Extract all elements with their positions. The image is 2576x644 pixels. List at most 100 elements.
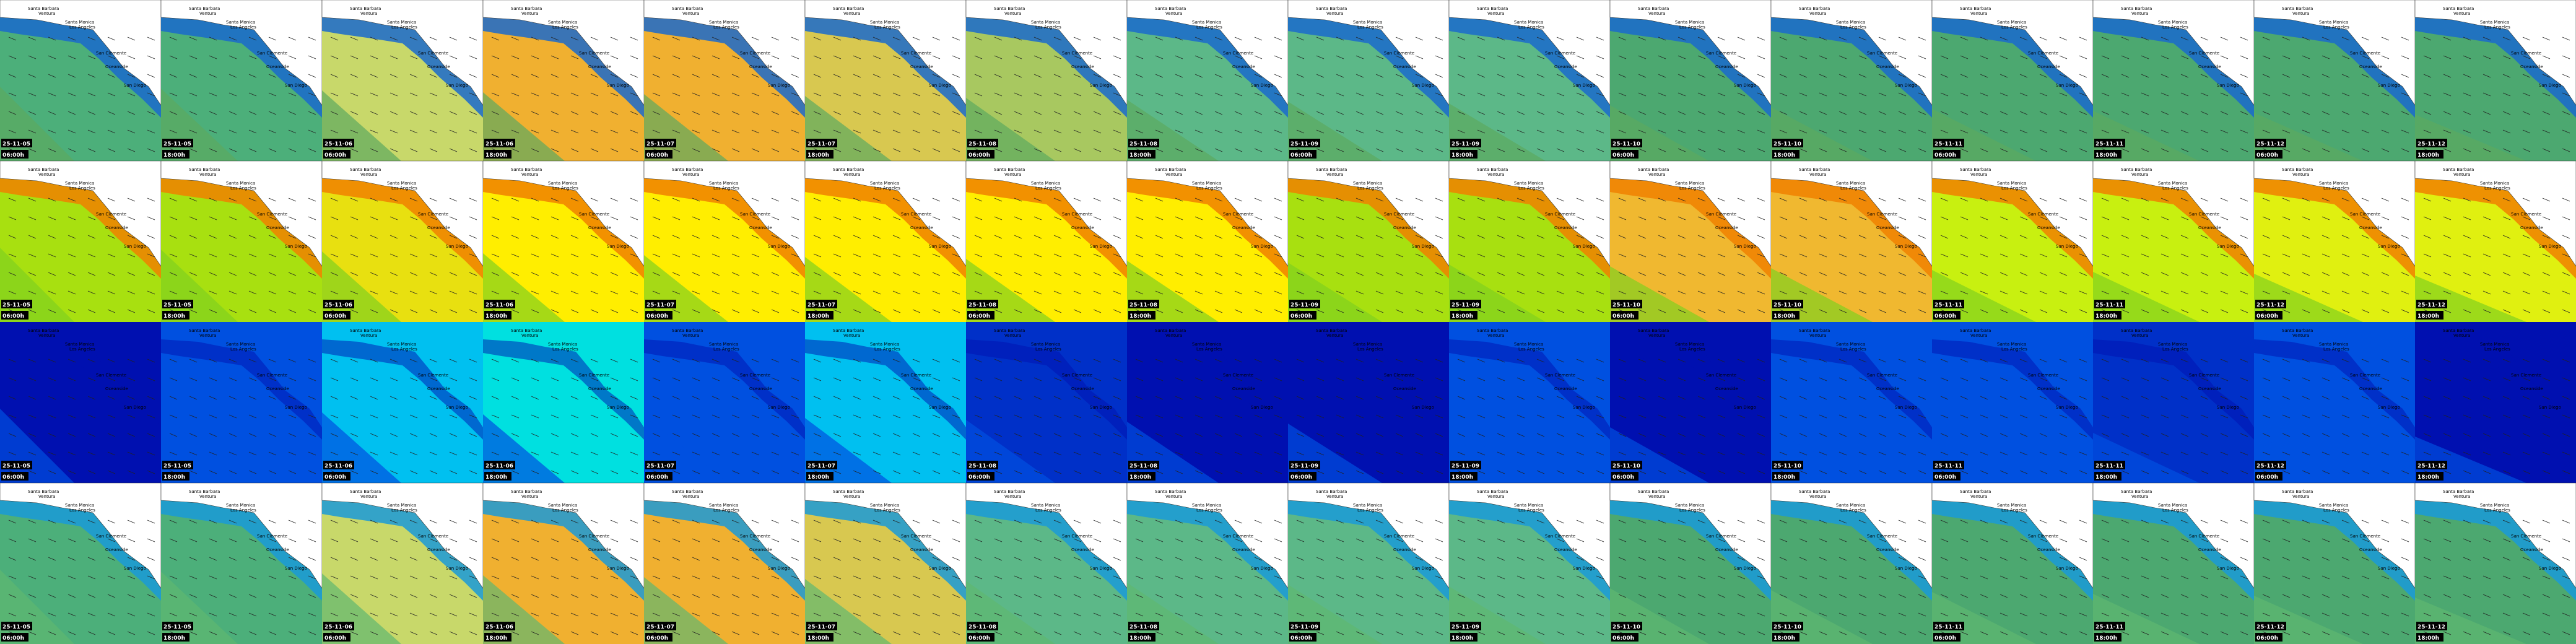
wind-arrow bbox=[1395, 111, 1404, 115]
place-label: Santa Barbara bbox=[672, 167, 703, 172]
wind-arrow bbox=[1576, 538, 1585, 542]
wind-arrow bbox=[1316, 538, 1325, 542]
wind-arrow bbox=[974, 451, 983, 456]
wind-arrow bbox=[590, 557, 599, 561]
wind-arrow bbox=[8, 74, 17, 78]
wind-arrow bbox=[409, 414, 418, 419]
wind-arrow bbox=[2381, 148, 2390, 152]
wind-arrow bbox=[1999, 377, 2008, 381]
place-label: Oceanside bbox=[105, 64, 128, 69]
place-label: San Diego bbox=[285, 244, 307, 249]
wind-arrow bbox=[1497, 198, 1505, 202]
wind-arrow bbox=[2262, 557, 2271, 561]
place-label: Oceanside bbox=[2037, 225, 2060, 230]
place-label: Oceanside bbox=[1393, 225, 1416, 230]
wind-arrow bbox=[469, 37, 477, 41]
wind-arrow bbox=[1477, 396, 1486, 400]
wind-arrow bbox=[1254, 216, 1263, 220]
wind-arrow bbox=[994, 594, 1003, 598]
wind-arrow bbox=[630, 272, 638, 276]
wind-arrow bbox=[652, 129, 661, 134]
wind-arrow bbox=[67, 612, 76, 617]
wind-arrow bbox=[1536, 111, 1545, 115]
wind-arrow bbox=[1234, 272, 1243, 276]
wind-arrow bbox=[248, 55, 257, 59]
wind-arrow bbox=[511, 253, 520, 258]
wind-arrow bbox=[1155, 272, 1164, 276]
wind-arrow bbox=[2562, 396, 2570, 400]
wind-arrow bbox=[248, 359, 257, 363]
wind-arrow bbox=[511, 433, 520, 437]
wind-arrow bbox=[2341, 414, 2350, 419]
wind-arrow bbox=[652, 216, 661, 220]
place-label: Santa Monica bbox=[1192, 20, 1221, 25]
wind-arrow bbox=[2141, 129, 2149, 134]
coastal-zone bbox=[1127, 500, 1288, 601]
wind-arrow bbox=[813, 612, 822, 617]
wind-arrow bbox=[912, 538, 921, 542]
wind-arrow bbox=[550, 74, 559, 78]
wind-arrow bbox=[409, 433, 418, 437]
wind-arrow bbox=[1316, 129, 1325, 134]
wind-arrow bbox=[892, 290, 901, 295]
wind-arrow bbox=[1135, 253, 1144, 258]
wind-arrow bbox=[2381, 470, 2390, 474]
wind-arrow bbox=[449, 470, 458, 474]
wind-arrow bbox=[692, 37, 700, 41]
time-label: 06:00h bbox=[1612, 313, 1634, 320]
wind-arrow bbox=[751, 37, 760, 41]
wind-arrow bbox=[994, 235, 1003, 239]
wind-arrow bbox=[610, 235, 619, 239]
wind-arrow bbox=[1898, 37, 1907, 41]
time-label: 18:00h bbox=[2417, 474, 2439, 481]
wind-arrow bbox=[1980, 309, 1988, 313]
wind-arrow bbox=[209, 235, 217, 239]
wind-arrow bbox=[550, 111, 559, 115]
wind-arrow bbox=[469, 414, 477, 419]
field-zone bbox=[2093, 433, 2200, 483]
wind-arrow bbox=[1053, 55, 1062, 59]
wind-arrow bbox=[469, 612, 477, 617]
wind-arrow bbox=[1980, 148, 1988, 152]
wind-arrow bbox=[2341, 129, 2350, 134]
wind-arrow bbox=[1093, 377, 1102, 381]
wind-arrow bbox=[1175, 359, 1183, 363]
wind-arrow bbox=[409, 575, 418, 580]
wind-arrow bbox=[127, 520, 136, 524]
wind-arrow bbox=[994, 612, 1003, 617]
wind-arrow bbox=[288, 377, 297, 381]
wind-arrow bbox=[1336, 309, 1344, 313]
wind-arrow bbox=[550, 359, 559, 363]
wind-arrow bbox=[751, 451, 760, 456]
wind-arrow bbox=[1113, 470, 1121, 474]
time-box bbox=[645, 472, 672, 481]
wind-arrow bbox=[429, 55, 438, 59]
wind-arrow bbox=[892, 148, 901, 152]
wind-arrow bbox=[2302, 414, 2310, 419]
wind-arrow bbox=[692, 612, 700, 617]
wind-arrow bbox=[2463, 216, 2471, 220]
wind-arrow bbox=[1296, 55, 1305, 59]
wind-arrow bbox=[409, 612, 418, 617]
wind-arrow bbox=[1355, 612, 1364, 617]
wind-arrow bbox=[1757, 74, 1765, 78]
wind-arrow bbox=[1677, 253, 1686, 258]
wind-arrow bbox=[2542, 216, 2551, 220]
wind-arrow bbox=[731, 359, 740, 363]
wind-arrow bbox=[2522, 377, 2531, 381]
place-label: Santa Monica bbox=[387, 181, 416, 186]
wind-arrow bbox=[268, 290, 277, 295]
coastal-zone bbox=[2415, 500, 2576, 601]
wind-arrow bbox=[1274, 92, 1282, 97]
coastal-zone bbox=[1932, 17, 2093, 118]
wind-arrow bbox=[169, 359, 178, 363]
wind-arrow bbox=[1113, 148, 1121, 152]
coastal-zone bbox=[1932, 178, 2093, 279]
place-label: Santa Monica bbox=[1675, 20, 1704, 25]
wind-arrow bbox=[429, 612, 438, 617]
wind-arrow bbox=[2019, 111, 2028, 115]
wind-arrow bbox=[2341, 309, 2350, 313]
